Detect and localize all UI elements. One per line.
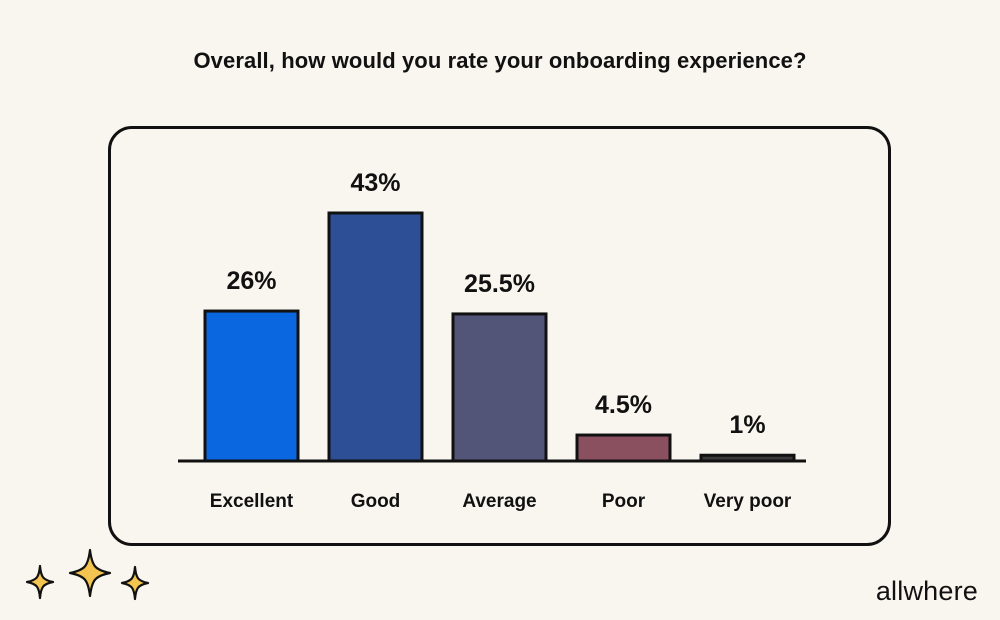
category-label-good: Good: [351, 491, 401, 512]
sparkle-large-center: [68, 548, 112, 598]
bar-average: [451, 312, 548, 463]
value-label-very-poor: 1%: [729, 411, 765, 439]
value-label-average: 25.5%: [464, 270, 535, 298]
bar-good: [327, 211, 424, 463]
value-label-good: 43%: [350, 169, 400, 197]
chart-title: Overall, how would you rate your onboard…: [193, 48, 807, 73]
sparkles-icon: [25, 548, 150, 601]
value-label-excellent: 26%: [226, 267, 276, 295]
value-label-poor: 4.5%: [595, 391, 652, 419]
chart-frame: [108, 126, 891, 546]
category-label-average: Average: [462, 491, 536, 512]
sparkle-small-right: [120, 565, 150, 601]
category-label-poor: Poor: [602, 491, 646, 512]
sparkle-small-left: [25, 564, 55, 600]
category-label-excellent: Excellent: [210, 491, 294, 512]
brand-logo: allwhere: [875, 576, 978, 606]
bar-poor: [575, 433, 672, 463]
category-label-very-poor: Very poor: [704, 491, 792, 512]
bar-excellent: [203, 309, 300, 463]
